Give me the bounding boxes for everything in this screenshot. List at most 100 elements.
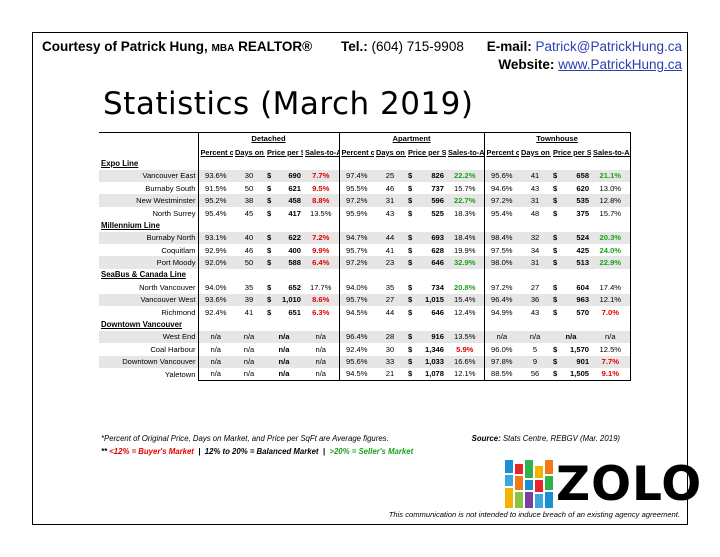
price-value: $621	[267, 184, 301, 193]
table-row: West End n/a n/a n/a n/a 96.4% 28 $916 13.5% n/a n…	[99, 330, 631, 344]
days-on-market: n/a	[233, 355, 265, 368]
section-spacer-cell	[551, 269, 591, 281]
percent-of-original: 95.7%	[338, 293, 374, 306]
phone-value: (604) 715-9908	[371, 39, 464, 54]
price-value: $596	[408, 196, 444, 205]
price-amount: 621	[288, 183, 301, 193]
column-header: Percent of Original Price	[338, 144, 374, 158]
sales-to-active-ratio: 13.0%	[591, 182, 631, 195]
price-value: $604	[553, 283, 589, 292]
days-on-market: 28	[374, 330, 406, 344]
sales-to-active-ratio: n/a	[303, 355, 339, 368]
sales-to-active-ratio: n/a	[303, 330, 339, 344]
sales-to-active-ratio: 32.9%	[446, 256, 485, 269]
sales-to-active-ratio: 15.7%	[454, 183, 476, 193]
area-name: Coal Harbour	[150, 344, 196, 354]
percent-of-original: n/a	[197, 367, 233, 381]
section-spacer-cell	[265, 157, 303, 169]
email-link[interactable]: Patrick@PatrickHung.ca	[535, 39, 682, 54]
days-on-market: 30	[233, 169, 265, 183]
section-spacer-cell	[233, 157, 265, 169]
sales-to-active-ratio: 20.8%	[454, 282, 476, 292]
dollar-sign: $	[267, 183, 272, 193]
price-value: $417	[267, 209, 301, 218]
days-on-market: 38	[233, 194, 265, 207]
price-per-sqft: $826	[406, 169, 446, 183]
dollar-sign: $	[267, 196, 272, 206]
price-amount: 535	[576, 196, 590, 206]
days-on-market: 34	[530, 245, 540, 255]
sales-to-active-ratio: 8.8%	[303, 194, 339, 207]
sales-to-active-ratio: 22.9%	[591, 256, 631, 269]
area-name: Burnaby North	[99, 231, 198, 245]
days-on-market: 31	[374, 194, 406, 207]
price-per-sqft: $652	[265, 281, 303, 293]
table-row: Burnaby North 93.1% 40 $622 7.2% 94.7% 44 $693 1…	[99, 231, 631, 245]
price-per-sqft: $596	[406, 194, 446, 207]
group-header-apartment: Apartment	[338, 131, 485, 145]
days-on-market: 43	[530, 307, 540, 317]
area-name: Port Moody	[99, 256, 198, 269]
dollar-sign: $	[408, 344, 413, 354]
percent-of-original: 93.6%	[197, 293, 233, 306]
section-spacer-cell	[551, 318, 591, 330]
disclaimer: This communication is not intended to in…	[388, 510, 680, 519]
price-per-sqft: $1,078	[406, 367, 446, 381]
price-value: $622	[267, 233, 301, 242]
legend-buyer: <12% = Buyer's Market	[109, 447, 194, 456]
sales-to-active-ratio: 12.4%	[454, 307, 476, 317]
days-on-market: 40	[233, 231, 265, 245]
section-row: Millennium Line	[99, 219, 631, 232]
price-per-sqft: $646	[406, 306, 446, 318]
percent-of-original: 94.0%	[197, 281, 233, 294]
days-on-market: n/a	[233, 367, 265, 381]
price-value: $826	[408, 171, 444, 180]
percent-of-original: n/a	[197, 355, 233, 368]
percent-of-original: 97.2%	[483, 281, 520, 294]
legend-separator: |	[198, 447, 201, 456]
price-amount: 1,010	[281, 295, 301, 305]
section-spacer-cell	[338, 219, 374, 232]
dollar-sign: $	[553, 357, 558, 367]
website-line: Website: www.PatrickHung.ca	[498, 57, 682, 72]
price-amount: 826	[431, 171, 444, 181]
percent-of-original: 94.9%	[483, 305, 520, 319]
price-amount: 1,346	[424, 344, 444, 354]
percent-of-original: 94.7%	[338, 231, 374, 245]
price-amount: 658	[576, 171, 590, 181]
price-value: $535	[553, 196, 589, 205]
legend-seller: >20% = Seller's Market	[329, 447, 414, 456]
price-amount: 525	[431, 208, 444, 218]
price-per-sqft: n/a	[278, 344, 290, 354]
section-spacer-cell	[446, 269, 484, 281]
price-per-sqft: $425	[551, 244, 591, 256]
section-spacer-cell	[591, 318, 631, 331]
days-on-market: n/a	[519, 330, 552, 344]
section-spacer-cell	[338, 318, 374, 331]
sales-to-active-ratio: n/a	[591, 330, 631, 344]
dollar-sign: $	[408, 245, 413, 255]
price-per-sqft: $1,346	[406, 343, 446, 355]
sales-to-active-ratio: 9.5%	[312, 183, 330, 193]
dollar-sign: $	[553, 295, 558, 305]
dollar-sign: $	[267, 208, 272, 218]
corner-cell	[99, 145, 198, 157]
website-label: Website:	[498, 57, 555, 72]
sales-to-active-ratio: 22.7%	[446, 194, 485, 207]
phone-line: Tel.: (604) 715-9908	[341, 39, 464, 54]
sales-to-active-ratio: 15.4%	[446, 293, 485, 306]
price-value: $1,346	[408, 345, 444, 354]
column-header: Price per SqFt	[553, 147, 592, 157]
percent-of-original: 98.4%	[483, 231, 520, 245]
column-header: Sales-to-Active Ratio**	[448, 147, 485, 157]
days-on-market: 35	[244, 282, 254, 292]
days-on-market: 43	[385, 208, 395, 218]
sales-to-active-ratio: n/a	[315, 344, 327, 354]
days-on-market: 41	[244, 307, 254, 317]
dollar-sign: $	[408, 258, 413, 268]
days-on-market: 33	[374, 355, 406, 368]
price-per-sqft: $690	[265, 169, 303, 183]
dollar-sign: $	[267, 245, 272, 255]
website-link[interactable]: www.PatrickHung.ca	[558, 57, 682, 72]
days-on-market: 31	[519, 256, 552, 269]
